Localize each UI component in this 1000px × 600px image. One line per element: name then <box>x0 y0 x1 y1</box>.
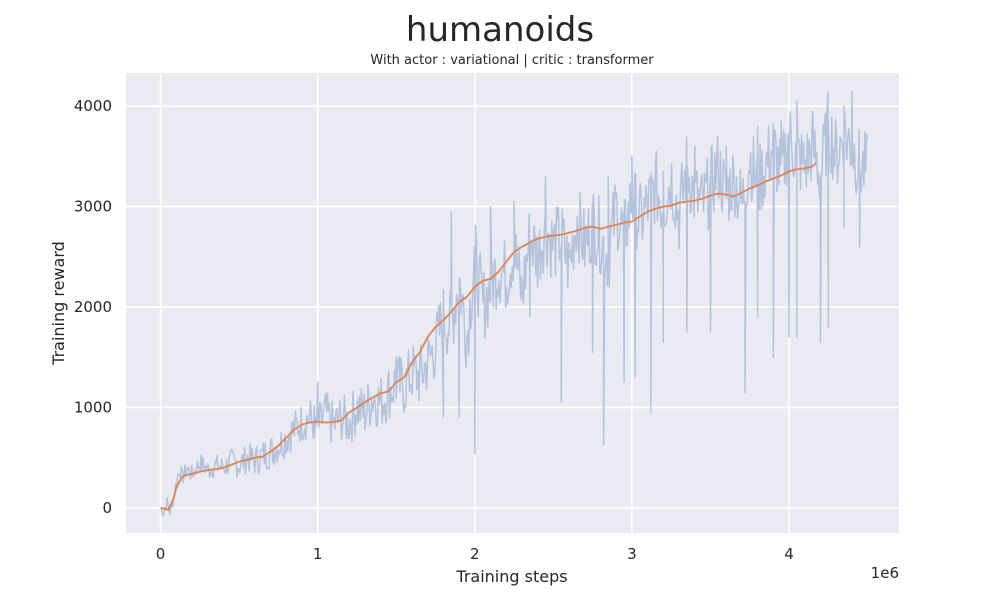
x-offset-label: 1e6 <box>871 564 899 582</box>
x-tick-label: 0 <box>156 545 166 563</box>
y-tick-label: 2000 <box>74 298 112 316</box>
y-tick-label: 1000 <box>74 398 112 416</box>
chart-subtitle: With actor : variational | critic : tran… <box>370 53 654 68</box>
x-axis-label: Training steps <box>455 567 567 586</box>
x-tick-label: 4 <box>784 545 794 563</box>
y-tick-label: 3000 <box>74 198 112 216</box>
ticks: 0 1 2 3 4 0 1000 2000 3000 4000 <box>74 97 794 563</box>
y-tick-label: 4000 <box>74 97 112 115</box>
x-tick-label: 3 <box>627 545 637 563</box>
x-tick-label: 2 <box>470 545 480 563</box>
y-axis-label: Training reward <box>49 241 68 366</box>
chart-title: humanoids <box>406 10 594 50</box>
y-tick-label: 0 <box>102 499 112 517</box>
x-tick-label: 1 <box>313 545 323 563</box>
series-layer <box>160 90 869 517</box>
smoothed-reward-line <box>160 162 817 511</box>
